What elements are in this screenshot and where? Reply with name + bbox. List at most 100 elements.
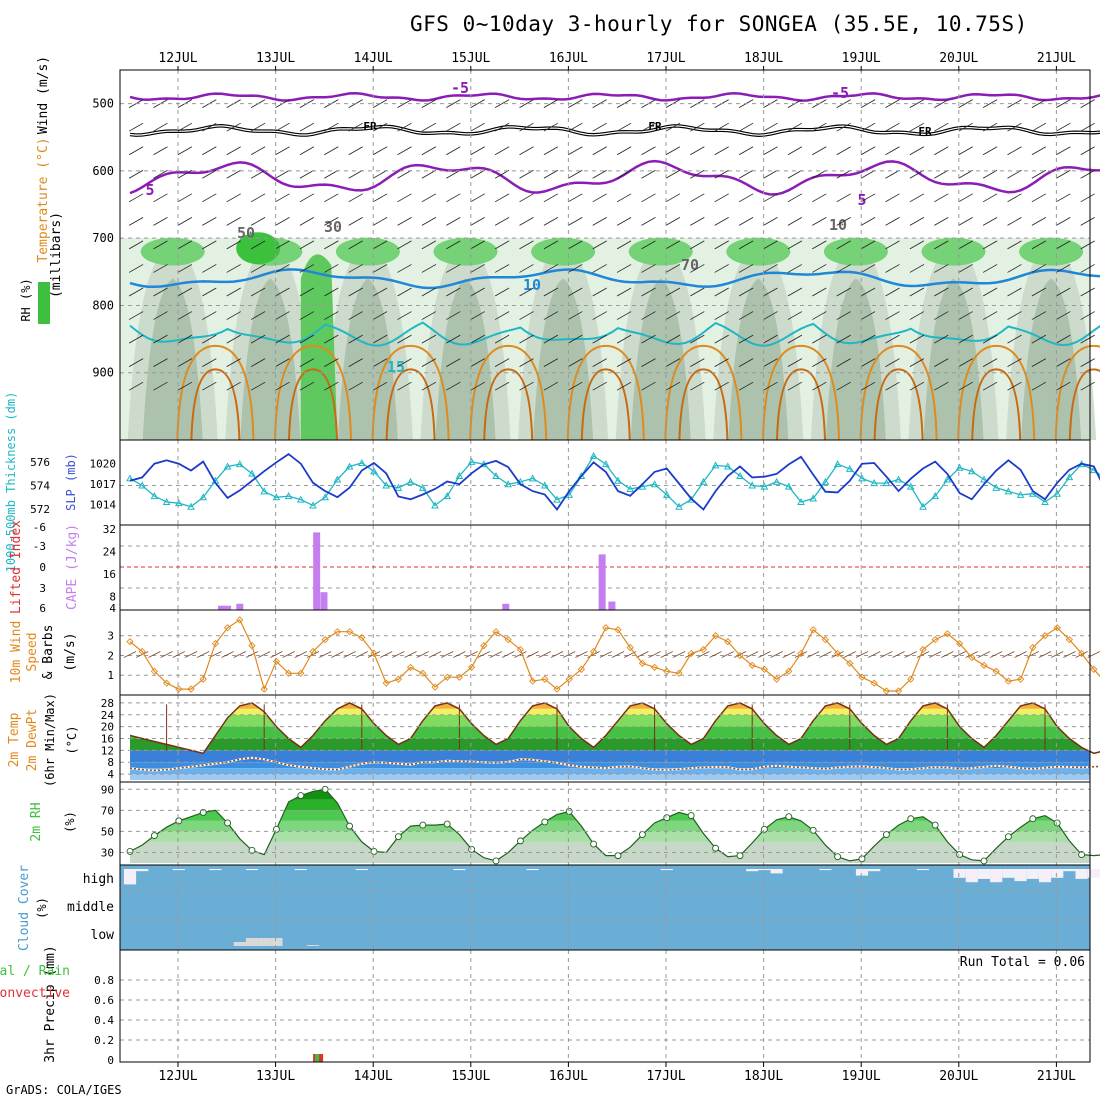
wind-barb <box>836 122 851 132</box>
thickness-point <box>504 480 513 488</box>
top-x-tick-label: 15JUL <box>451 51 490 66</box>
surface-wind-barb <box>916 651 930 658</box>
wind-barb <box>202 311 217 320</box>
surface-wind-barb <box>721 651 734 658</box>
wind-barb <box>421 122 437 132</box>
wind-speed-point <box>638 659 647 668</box>
upper-y-tick-label: 900 <box>92 366 114 380</box>
wind-barb <box>934 287 949 297</box>
wind-barb <box>446 311 461 320</box>
cloud-ylabel-1: Cloud Cover <box>17 865 32 951</box>
thickness-point <box>296 495 305 503</box>
wind-barb <box>714 217 729 226</box>
wind-barb <box>860 169 876 179</box>
rh-tick-label: 30 <box>101 846 114 859</box>
rh-band <box>130 799 1090 811</box>
wind-barb <box>275 240 290 250</box>
cloud-high-gap <box>965 869 978 883</box>
top-x-tick-label: 16JUL <box>549 51 588 66</box>
thickness-point <box>577 471 586 479</box>
wind-barb <box>421 264 437 273</box>
thickness-tick-label: 574 <box>30 479 50 492</box>
wind-barb <box>275 381 290 391</box>
wind-barb <box>128 193 144 203</box>
rh-shade-90 <box>236 232 281 265</box>
wind-barb <box>665 358 681 367</box>
rh-band <box>130 831 1090 842</box>
wind-speed-point <box>467 663 476 671</box>
wind-barb <box>372 217 388 226</box>
wind-speed-point <box>675 669 683 677</box>
wind-barb <box>519 334 534 344</box>
wind-barb <box>958 358 973 367</box>
wind-barb <box>958 287 973 297</box>
contour-label: FR <box>648 120 662 133</box>
surface-wind-barb <box>453 651 466 658</box>
wind-barb <box>324 193 339 203</box>
thickness-point <box>357 458 366 466</box>
wind-barb <box>934 334 949 344</box>
wind-barb <box>1031 334 1047 344</box>
thickness-point <box>711 461 720 469</box>
wind-barb <box>226 169 241 179</box>
wind-barb <box>909 122 925 132</box>
rh-shade-70 <box>921 237 986 266</box>
wind-barb <box>1007 193 1022 203</box>
wind-ylabel-2: Speed <box>25 632 40 671</box>
wind-barb <box>543 146 559 156</box>
wind-barb <box>275 146 290 156</box>
wind-barb <box>348 122 363 132</box>
thickness-point <box>662 490 671 498</box>
wind-speed-point <box>516 645 525 654</box>
surface-wind-barb <box>636 651 649 658</box>
wind-barb <box>128 169 144 179</box>
surface-wind-barb <box>843 651 856 658</box>
wind-barb <box>934 146 949 156</box>
rh-shade-50 <box>630 278 691 440</box>
wind-speed-point <box>858 673 866 681</box>
thickness-point <box>809 494 818 502</box>
wind-barb <box>470 311 485 320</box>
wind-barb <box>299 217 315 226</box>
wind-barb <box>1056 311 1071 320</box>
wind-barb <box>1031 122 1047 132</box>
surface-wind-barb <box>746 651 759 658</box>
wind-barb <box>787 358 803 367</box>
wind-barb <box>446 264 461 273</box>
rh-shade-50 <box>533 278 594 440</box>
wind-barb <box>1031 287 1047 297</box>
wind-speed-point <box>321 636 329 644</box>
contour-plus5 <box>129 159 1100 196</box>
thickness-point <box>455 471 464 479</box>
wind-barb <box>299 122 315 132</box>
thickness-ylabel: 1000-500mb Thickness (dm) <box>4 392 18 573</box>
cape-bar <box>608 601 616 610</box>
wind-speed-point <box>260 685 268 693</box>
wind-barb <box>275 358 290 367</box>
wind-barb <box>714 122 729 132</box>
wind-barb <box>275 311 290 320</box>
wind-barb <box>324 146 339 156</box>
wind-speed-point <box>211 639 220 648</box>
wind-barb <box>836 146 851 156</box>
rh-point <box>1078 851 1086 859</box>
wind-barb <box>299 240 315 250</box>
wind-barb <box>738 358 754 367</box>
wind-speed-point <box>602 624 610 632</box>
wind-barb <box>421 193 437 203</box>
wind-barb <box>860 240 876 250</box>
wind-barb <box>543 217 559 226</box>
slp-tick-label: 1014 <box>90 499 117 512</box>
thickness-point <box>675 502 683 510</box>
precip-tick-label: 0.2 <box>94 1034 114 1047</box>
wind-barb <box>860 217 876 226</box>
wind-barb <box>177 240 193 250</box>
wind-barb <box>909 146 925 156</box>
wind-barb <box>934 240 949 250</box>
wind-barb <box>690 381 705 391</box>
wind-barb <box>665 122 681 132</box>
wind-barb <box>470 169 485 179</box>
wind-barb <box>885 358 900 367</box>
wind-barb <box>690 146 705 156</box>
wind-barb <box>982 264 998 273</box>
